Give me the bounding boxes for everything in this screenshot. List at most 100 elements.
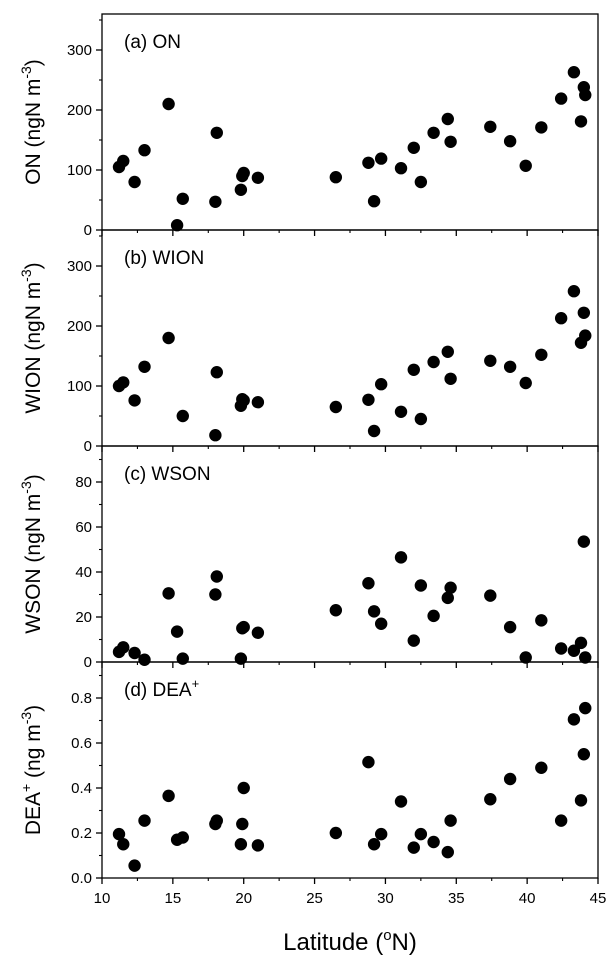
x-tick-label: 35 — [448, 890, 465, 907]
data-point — [444, 372, 457, 385]
data-point — [367, 838, 381, 851]
y-tick-label: 0.2 — [71, 825, 92, 842]
data-point — [162, 331, 175, 345]
data-point — [407, 841, 420, 854]
data-point — [444, 135, 457, 148]
data-point — [138, 653, 151, 666]
data-point — [362, 755, 375, 769]
data-point — [117, 376, 130, 389]
data-point — [407, 141, 420, 154]
data-point — [554, 814, 568, 827]
data-point — [236, 817, 249, 831]
data-point — [251, 171, 265, 184]
data-point — [579, 651, 592, 664]
panel-label: (d) DEA+ — [124, 676, 199, 701]
x-tick-label: 20 — [235, 890, 252, 907]
data-point — [209, 588, 222, 601]
data-point — [362, 393, 375, 406]
y-tick-label: 100 — [67, 378, 92, 395]
data-point — [237, 781, 250, 795]
data-point — [128, 859, 141, 872]
y-tick-label: 300 — [67, 42, 92, 59]
data-point — [394, 405, 408, 418]
data-point — [251, 839, 265, 852]
x-tick-label: 10 — [94, 890, 111, 907]
data-point — [176, 409, 189, 423]
data-point — [367, 195, 381, 208]
data-point — [535, 348, 548, 361]
data-point — [407, 363, 420, 376]
data-point — [374, 152, 388, 165]
y-tick-label: 0.0 — [71, 870, 92, 887]
data-point — [162, 587, 175, 600]
data-point — [162, 97, 175, 111]
data-point — [503, 620, 517, 634]
x-tick-label: 15 — [165, 890, 182, 907]
data-point — [210, 570, 223, 583]
data-point — [484, 793, 497, 806]
data-point — [519, 376, 532, 390]
data-point — [503, 360, 517, 373]
data-point — [117, 838, 130, 851]
data-point — [567, 713, 581, 726]
x-tick-label: 45 — [590, 890, 607, 907]
data-point — [554, 312, 568, 325]
data-point — [329, 826, 343, 840]
y-tick-label: 20 — [75, 609, 92, 626]
y-axis-title: WION (ngN m-3) — [18, 262, 45, 413]
data-point — [251, 396, 265, 409]
data-point — [579, 701, 592, 715]
data-point — [484, 589, 497, 602]
data-point — [394, 162, 408, 175]
data-point — [577, 748, 591, 761]
data-point — [577, 535, 591, 548]
data-point — [374, 617, 388, 630]
y-tick-label: 60 — [75, 519, 92, 536]
data-point — [535, 121, 548, 134]
data-point — [484, 120, 497, 133]
y-tick-label: 0 — [84, 438, 92, 455]
data-point — [176, 652, 189, 665]
data-point — [210, 814, 223, 827]
panel-label: (a) ON — [124, 32, 181, 53]
data-point — [535, 761, 548, 774]
data-point — [567, 66, 581, 79]
data-point — [577, 306, 591, 319]
data-point — [374, 827, 388, 841]
y-tick-label: 0 — [84, 222, 92, 239]
data-point — [441, 845, 454, 859]
y-tick-label: 40 — [75, 564, 92, 581]
data-point — [554, 92, 568, 105]
panel-2: 0 100 200 300 (b) WION WION (ngN m-3) — [18, 229, 599, 455]
y-tick-label: 200 — [67, 102, 92, 119]
data-point — [567, 285, 581, 298]
data-point — [367, 424, 381, 438]
data-point — [503, 135, 517, 148]
data-point — [117, 154, 130, 168]
data-point — [210, 366, 223, 379]
data-point — [138, 814, 151, 827]
data-point — [170, 625, 184, 638]
data-point — [414, 412, 428, 426]
data-point — [138, 144, 151, 157]
data-point — [441, 591, 454, 605]
data-point — [209, 429, 222, 442]
panel-1: 0 100 200 300 (a) ON ON (ngN m-3) — [18, 13, 599, 239]
y-tick-label: 0 — [84, 654, 92, 671]
y-tick-label: 300 — [67, 258, 92, 275]
data-point — [441, 345, 454, 358]
data-point — [579, 329, 592, 342]
y-tick-label: 0.4 — [71, 780, 92, 797]
data-point — [329, 604, 343, 617]
panel-label: (c) WSON — [124, 464, 211, 485]
y-axis-title: DEA+ (ng m-3) — [18, 705, 45, 835]
x-tick-label: 30 — [377, 890, 394, 907]
data-point — [251, 626, 265, 639]
panel-4: 0.0 0.2 0.4 0.6 0.8 (d) DEA+ DEA+ (ng m-3) — [18, 661, 599, 887]
data-point — [427, 835, 440, 849]
data-point — [237, 620, 250, 634]
data-point — [117, 641, 130, 654]
data-point — [574, 794, 588, 807]
x-tick-label: 40 — [519, 890, 536, 907]
